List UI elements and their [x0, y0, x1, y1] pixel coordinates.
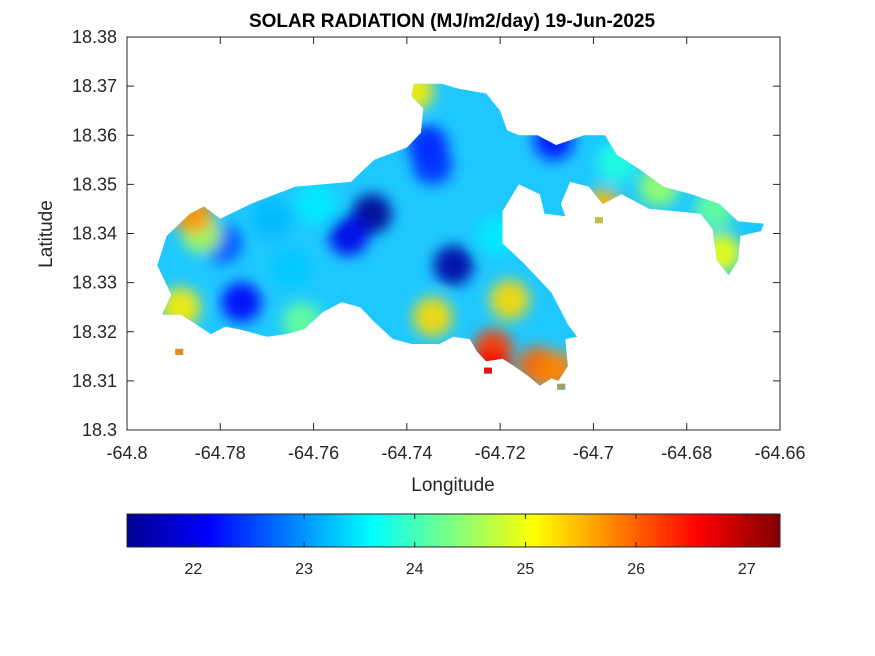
field-blob-12	[251, 198, 292, 239]
y-tick-label: 18.34	[72, 224, 117, 244]
field-blob-27	[412, 144, 453, 185]
field-blob-6	[328, 216, 369, 256]
colorbar-tick-label: 24	[406, 561, 424, 578]
y-tick-label: 18.38	[72, 27, 117, 47]
y-tick-label: 18.3	[82, 420, 117, 440]
field-blob-1	[433, 245, 474, 286]
y-tick-label: 18.36	[72, 125, 117, 145]
y-tick-label: 18.35	[72, 174, 117, 194]
y-axis: 18.3 18.31 18.32 18.33 18.34 18.35 18.36 18.37 1…	[72, 27, 780, 440]
colorbar-tick-label: 26	[627, 561, 645, 578]
field-blob-14	[412, 297, 453, 337]
field-blob-4	[221, 282, 262, 323]
colorbar	[126, 513, 781, 548]
chart-title: SOLAR RADIATION (MJ/m2/day) 19-Jun-2025	[249, 11, 656, 32]
x-axis-label: Longitude	[411, 475, 494, 496]
colorbar-ticks: 22 23 24 25 26 27	[185, 514, 756, 578]
y-tick-label: 18.37	[72, 76, 117, 96]
field-blob-15	[489, 279, 530, 320]
x-tick-label: -64.78	[195, 443, 246, 463]
x-tick-label: -64.7	[573, 443, 614, 463]
x-tick-label: -64.68	[661, 443, 712, 463]
y-axis-label: Latitude	[36, 200, 57, 268]
y-tick-label: 18.31	[72, 371, 117, 391]
colorbar-tick-label: 22	[185, 561, 203, 578]
y-tick-label: 18.33	[72, 273, 117, 293]
field-blob-11	[295, 184, 336, 224]
colorbar-tick-label: 27	[738, 561, 756, 578]
x-tick-label: -64.8	[106, 443, 147, 463]
colorbar-tick-label: 23	[295, 561, 313, 578]
x-tick-label: -64.74	[381, 443, 432, 463]
x-tick-label: -64.72	[475, 443, 526, 463]
x-tick-label: -64.66	[754, 443, 805, 463]
x-tick-label: -64.76	[288, 443, 339, 463]
x-axis: -64.8 -64.78 -64.76 -64.74 -64.72 -64.7 -64.68…	[106, 37, 806, 463]
y-tick-label: 18.32	[72, 322, 117, 342]
field-blob-7	[270, 247, 311, 288]
colorbar-tick-label: 25	[517, 561, 535, 578]
